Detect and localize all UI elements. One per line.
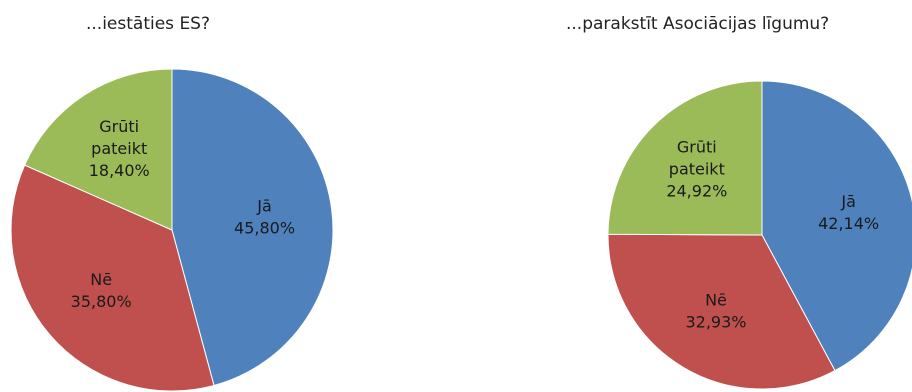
slice-value-label: 45,80% <box>234 219 295 238</box>
slice-name-label: Jā <box>256 197 272 216</box>
pie-svg: Jā 42,14% Nē 32,93% Grūti pateikt 24,92% <box>607 80 912 390</box>
slice-name-label: pateikt <box>91 139 147 158</box>
pie-slice-0 <box>761 80 912 372</box>
pie-slice-0 <box>171 68 334 387</box>
pie-chart-join-eu: ...iestāties ES? Jā 45,80% Nē 35,80% Grūti pa… <box>0 0 350 392</box>
slice-name-label: Nē <box>90 270 112 289</box>
pie-slice-1 <box>607 233 836 390</box>
pie-slice-2 <box>23 68 173 231</box>
pie-slice-2 <box>607 80 763 236</box>
chart-title: ...iestāties ES? <box>86 14 210 34</box>
pie-svg: Jā 45,80% Nē 35,80% Grūti pateikt 18,40% <box>10 68 334 392</box>
slice-value-label: 35,80% <box>71 292 132 311</box>
slice-name-label: pateikt <box>669 160 725 179</box>
slice-value-label: 24,92% <box>666 182 727 201</box>
slice-name-label: Grūti <box>677 138 717 157</box>
slice-name-label: Nē <box>705 291 727 310</box>
pie-slice-1 <box>10 164 215 392</box>
slice-name-label: Jā <box>840 192 856 211</box>
chart-title: ...parakstīt Asociācijas līgumu? <box>566 14 830 34</box>
slice-value-label: 32,93% <box>685 313 746 332</box>
slice-name-label: Grūti <box>99 117 139 136</box>
slice-value-label: 18,40% <box>89 161 150 180</box>
slice-value-label: 42,14% <box>818 214 879 233</box>
pie-chart-association-agreement: ...parakstīt Asociācijas līgumu? Jā 42,14… <box>560 0 912 392</box>
